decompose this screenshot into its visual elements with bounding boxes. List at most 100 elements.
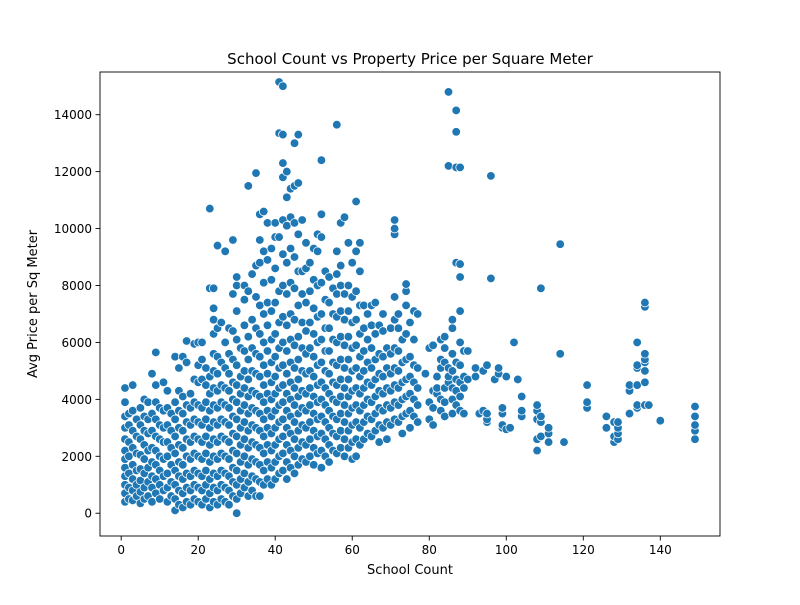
data-point bbox=[293, 178, 303, 188]
data-point bbox=[270, 297, 280, 308]
data-point bbox=[455, 337, 465, 348]
data-point bbox=[293, 374, 303, 385]
data-point bbox=[632, 360, 642, 370]
data-point bbox=[336, 426, 346, 436]
data-point bbox=[336, 374, 346, 385]
data-point bbox=[278, 397, 288, 407]
data-point bbox=[174, 363, 184, 373]
data-point bbox=[455, 259, 465, 269]
data-point bbox=[128, 406, 138, 416]
data-point bbox=[389, 223, 400, 234]
data-point bbox=[343, 306, 354, 316]
data-point bbox=[389, 292, 400, 302]
data-point bbox=[336, 306, 346, 316]
data-point bbox=[301, 297, 311, 308]
x-tick-label: 140 bbox=[649, 543, 672, 557]
data-point bbox=[255, 371, 265, 382]
data-point bbox=[347, 258, 357, 268]
data-point bbox=[582, 380, 592, 390]
data-point bbox=[266, 275, 277, 285]
data-point bbox=[351, 340, 361, 350]
data-point bbox=[351, 246, 361, 256]
data-point bbox=[393, 366, 404, 376]
data-point bbox=[285, 243, 296, 254]
data-point bbox=[232, 465, 242, 476]
data-point bbox=[359, 366, 369, 376]
data-point bbox=[443, 87, 454, 97]
data-point bbox=[690, 434, 700, 444]
data-point bbox=[378, 309, 388, 319]
data-point bbox=[259, 246, 269, 256]
data-point bbox=[316, 357, 327, 368]
data-point bbox=[409, 334, 419, 345]
data-point bbox=[197, 354, 207, 365]
data-point bbox=[262, 369, 273, 379]
data-point bbox=[351, 196, 361, 207]
data-point bbox=[343, 354, 354, 365]
data-point bbox=[339, 340, 350, 350]
data-point bbox=[251, 168, 261, 178]
data-point bbox=[158, 377, 169, 387]
data-point bbox=[493, 363, 504, 373]
data-point bbox=[178, 426, 188, 436]
data-point bbox=[393, 309, 404, 319]
data-point bbox=[482, 408, 492, 419]
data-point bbox=[259, 360, 269, 370]
data-point bbox=[278, 158, 288, 168]
data-point bbox=[239, 434, 250, 444]
data-point bbox=[305, 383, 315, 393]
data-point bbox=[632, 380, 642, 390]
data-point bbox=[470, 363, 481, 373]
data-point bbox=[282, 258, 292, 268]
data-point bbox=[259, 309, 269, 319]
x-axis-label: School Count bbox=[367, 563, 453, 578]
data-point bbox=[278, 431, 288, 442]
data-point bbox=[312, 246, 323, 256]
data-point bbox=[447, 408, 458, 419]
data-point bbox=[655, 416, 665, 426]
data-point bbox=[243, 332, 253, 342]
data-point bbox=[455, 391, 465, 402]
data-point bbox=[224, 369, 234, 379]
data-point bbox=[289, 383, 300, 393]
data-point bbox=[201, 465, 211, 476]
data-point bbox=[259, 448, 269, 459]
data-point bbox=[601, 411, 612, 422]
data-point bbox=[332, 269, 342, 279]
data-point bbox=[274, 232, 284, 242]
data-point bbox=[366, 320, 377, 330]
data-point bbox=[255, 329, 265, 339]
data-point bbox=[282, 346, 292, 356]
data-point bbox=[366, 343, 377, 353]
y-tick-label: 14000 bbox=[54, 108, 92, 122]
data-point bbox=[305, 434, 315, 444]
data-point bbox=[247, 269, 257, 279]
data-point bbox=[386, 323, 396, 333]
data-point bbox=[505, 423, 515, 433]
data-point bbox=[559, 437, 569, 447]
data-point bbox=[170, 352, 180, 362]
data-point bbox=[181, 336, 192, 346]
data-point bbox=[143, 397, 153, 407]
data-point bbox=[151, 380, 161, 390]
data-point bbox=[309, 460, 319, 470]
data-point bbox=[336, 280, 346, 291]
data-point bbox=[289, 417, 300, 427]
data-point bbox=[255, 235, 265, 245]
data-point bbox=[532, 445, 542, 456]
data-point bbox=[316, 278, 327, 288]
data-point bbox=[413, 309, 423, 319]
data-point bbox=[370, 329, 380, 339]
data-point bbox=[447, 315, 458, 325]
data-point bbox=[282, 289, 292, 299]
y-tick-label: 6000 bbox=[61, 336, 92, 350]
data-point bbox=[170, 397, 180, 407]
data-point bbox=[259, 337, 269, 348]
data-point bbox=[470, 371, 481, 382]
data-point bbox=[536, 283, 546, 293]
data-point bbox=[178, 408, 188, 419]
data-point bbox=[289, 468, 300, 479]
data-point bbox=[316, 155, 327, 165]
data-point bbox=[432, 371, 442, 382]
